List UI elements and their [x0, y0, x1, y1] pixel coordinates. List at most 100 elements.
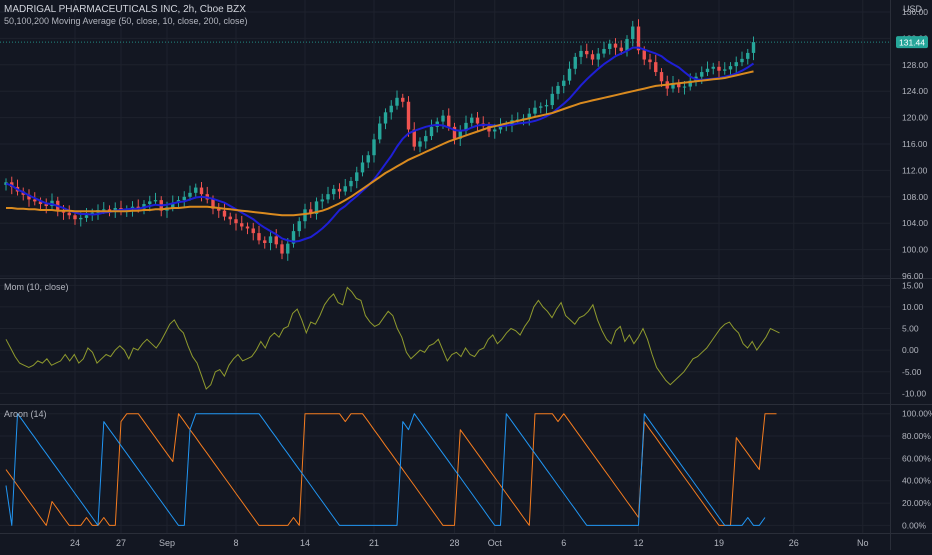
candle-body: [447, 115, 451, 127]
candle-body: [579, 50, 583, 57]
candle-body: [493, 129, 497, 132]
candle-body: [291, 231, 296, 244]
last-price-label: 131.44: [899, 38, 925, 48]
moving-average-legend: 50,100,200 Moving Average (50, close, 10…: [4, 16, 248, 26]
candle-body: [412, 129, 416, 147]
candle-body: [222, 210, 227, 217]
candle-body: [418, 141, 422, 147]
aroon-axis-tick-label: 40.00%: [902, 476, 931, 486]
candle-body: [671, 83, 675, 89]
candle-body: [102, 209, 106, 211]
aroon-up-line: [5, 413, 777, 526]
candle-body: [705, 68, 710, 73]
price-axis-tick-label: 128.00: [902, 60, 928, 70]
candle-body: [452, 126, 457, 139]
candle-body: [429, 126, 434, 137]
aroon-axis-tick-label: 20.00%: [902, 498, 931, 508]
momentum-axis-tick-label: -10.00: [902, 388, 926, 398]
candle-body: [395, 97, 399, 106]
candle-body: [596, 53, 600, 60]
aroon-axis-tick-label: 100.00%: [902, 409, 932, 419]
candle-body: [389, 105, 393, 113]
candle-body: [498, 125, 503, 130]
candle-body: [441, 115, 445, 122]
momentum-axis-tick-label: 15.00: [902, 280, 924, 290]
candle-body: [562, 80, 566, 86]
candle-body: [740, 58, 744, 63]
candle-body: [682, 86, 687, 88]
candle-body: [470, 117, 474, 123]
candle-body: [303, 209, 307, 222]
candle-body: [182, 196, 186, 201]
time-axis-label: 24: [70, 538, 80, 548]
last-price-tag: [896, 36, 928, 49]
candle-body: [171, 202, 175, 208]
candle-body: [723, 69, 727, 71]
candle-body: [751, 42, 756, 53]
symbol-title: MADRIGAL PHARMACEUTICALS INC, 2h, Cboe B…: [4, 4, 246, 15]
candle-body: [148, 201, 152, 205]
candle-body: [550, 93, 554, 106]
candle-body: [245, 226, 250, 229]
candle-body: [700, 72, 704, 77]
candle-body: [332, 188, 336, 195]
candle-body: [636, 26, 641, 51]
candle-body: [406, 101, 411, 130]
candle-body: [33, 199, 37, 202]
candle-body: [424, 136, 428, 142]
candle-body: [608, 43, 612, 49]
price-pane: [0, 19, 890, 261]
candle-body: [263, 240, 267, 243]
candle-body: [84, 215, 89, 218]
momentum-line: [5, 286, 780, 390]
momentum-axis-tick-label: -5.00: [902, 367, 922, 377]
currency-label: USD: [903, 4, 923, 14]
candle-body: [688, 80, 692, 87]
candle-body: [73, 215, 77, 220]
price-axis-tick-label: 136.00: [902, 7, 928, 17]
aroon-legend: Aroon (14): [4, 409, 47, 419]
candle-body: [475, 117, 480, 124]
grid-lines: [0, 0, 890, 533]
candle-body: [366, 155, 370, 163]
candle-body: [320, 199, 324, 202]
momentum-axis-tick-label: 0.00: [902, 345, 919, 355]
candle-body: [314, 201, 319, 214]
time-axis-label: 26: [789, 538, 799, 548]
candle-body: [251, 228, 255, 234]
candle-body: [590, 54, 595, 60]
candle-body: [343, 186, 347, 192]
candle-body: [619, 47, 623, 51]
candle-body: [544, 105, 549, 107]
price-axis-tick-label: 124.00: [902, 86, 928, 96]
aroon-axis-tick-label: 80.00%: [902, 431, 931, 441]
candle-body: [659, 72, 664, 82]
candle-body: [401, 97, 405, 102]
candle-body: [38, 201, 43, 205]
aroon-down-line: [5, 413, 766, 526]
candle-body: [527, 113, 531, 119]
candle-body: [286, 243, 290, 254]
candle-body: [717, 66, 721, 71]
candle-body: [734, 62, 738, 67]
time-axis-label: 8: [233, 538, 238, 548]
candle-body: [268, 236, 273, 243]
candle-body: [711, 66, 715, 69]
candle-body: [360, 162, 365, 173]
aroon-axis-tick-label: 60.00%: [902, 453, 931, 463]
candle-body: [625, 39, 629, 51]
price-axis-tick-label: 100.00: [902, 245, 928, 255]
candle-body: [199, 187, 204, 195]
candle-body: [27, 194, 31, 200]
candle-body: [533, 107, 537, 114]
momentum-pane: [5, 286, 780, 390]
time-axis-label: Sep: [159, 538, 175, 548]
candle-body: [153, 200, 158, 202]
candle-body: [648, 59, 652, 63]
time-axis-label: 19: [714, 538, 724, 548]
candle-body: [642, 50, 646, 60]
candle-body: [631, 26, 635, 40]
